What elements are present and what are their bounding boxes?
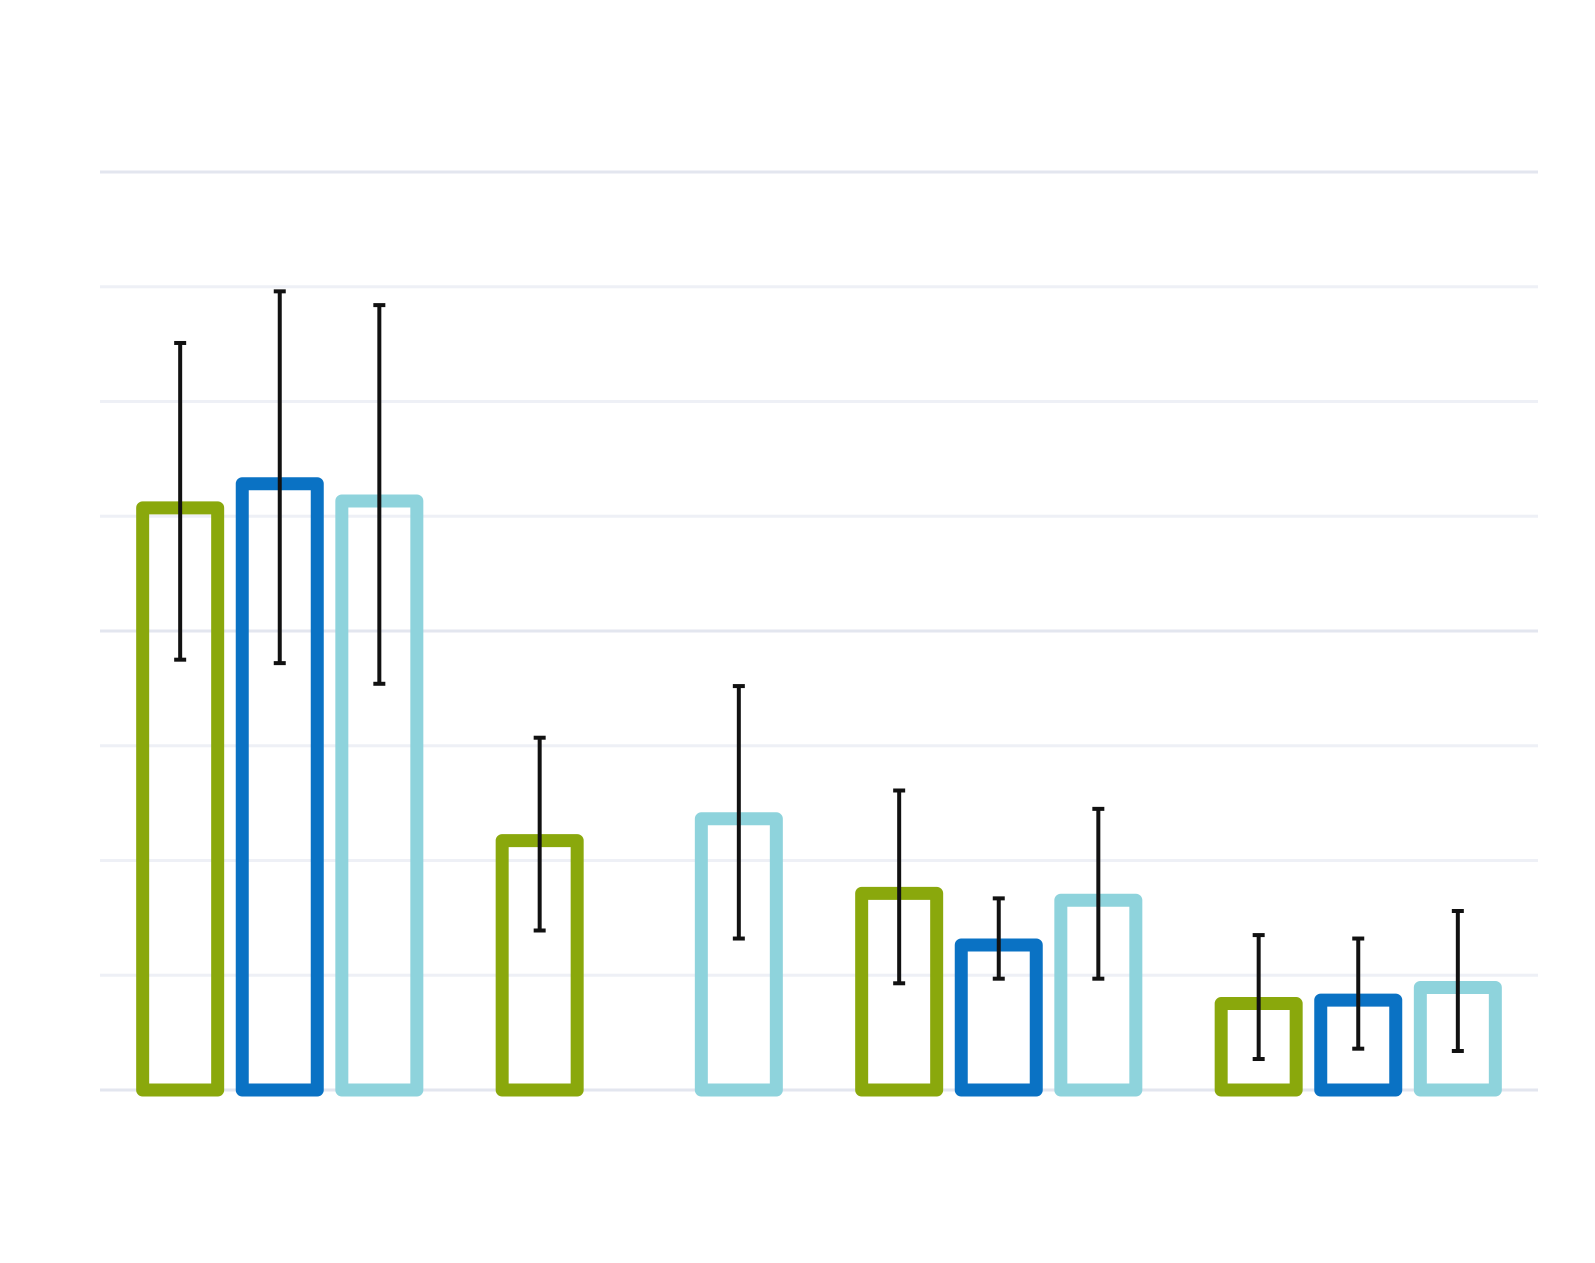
error-bar (533, 735, 546, 933)
error-bar (893, 788, 906, 986)
error-bar (273, 289, 286, 666)
error-bar (373, 303, 386, 686)
error-bar (1092, 806, 1105, 981)
error-bar (174, 340, 187, 662)
error-bar (732, 684, 745, 941)
error-bar (1451, 908, 1464, 1053)
error-bar (992, 896, 1005, 981)
error-bar (1352, 936, 1365, 1051)
error-bar (1252, 933, 1265, 1062)
